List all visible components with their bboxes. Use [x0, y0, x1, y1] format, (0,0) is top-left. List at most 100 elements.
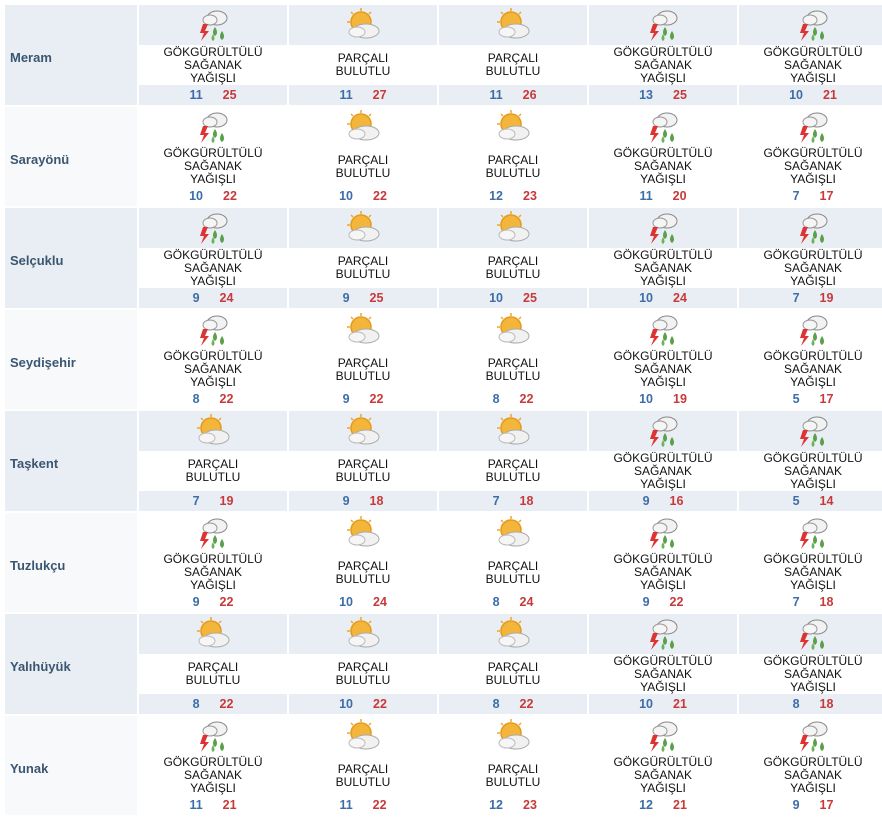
temperatures: 7 17 — [739, 186, 882, 206]
low-temp: 10 — [489, 290, 503, 305]
temperatures: 10 22 — [139, 186, 287, 206]
weather-icon — [589, 107, 737, 147]
temperatures: 10 24 — [589, 288, 737, 308]
condition-text: PARÇALI BULUTLU — [485, 152, 541, 180]
day-cell: PARÇALI BULUTLU 10 22 — [289, 614, 437, 714]
condition-text: PARÇALI BULUTLU — [335, 457, 391, 484]
weather-icon — [289, 310, 437, 350]
icon-shape — [197, 414, 229, 444]
weather-icon — [139, 513, 287, 553]
icon-shape — [800, 722, 827, 752]
temperatures: 7 18 — [439, 491, 587, 511]
day-cell: PARÇALI BULUTLU 9 25 — [289, 208, 437, 308]
weather-icon — [739, 310, 882, 350]
high-temp: 25 — [673, 87, 687, 102]
condition-text: GÖKGÜRÜLTÜLÜ SAĞANAK YAĞIŞLI — [613, 552, 713, 592]
condition: GÖKGÜRÜLTÜLÜ SAĞANAK YAĞIŞLI — [139, 756, 287, 796]
icon-shape — [200, 316, 227, 346]
condition-text: PARÇALI BULUTLU — [485, 660, 541, 687]
high-temp: 24 — [373, 595, 387, 610]
location-name: Meram — [5, 5, 137, 105]
day-cell: GÖKGÜRÜLTÜLÜ SAĞANAK YAĞIŞLI 7 17 — [739, 107, 882, 206]
location-row: Seydişehir GÖKGÜRÜLTÜLÜ SAĞANAK YAĞIŞLI 8 2… — [5, 309, 882, 412]
weather-icon — [139, 5, 287, 45]
forecast-table: Meram GÖKGÜRÜLTÜLÜ SAĞANAK YAĞIŞLI 11 25 PAR… — [5, 5, 882, 817]
temperatures: 13 25 — [589, 85, 737, 105]
condition-text: GÖKGÜRÜLTÜLÜ SAĞANAK YAĞIŞLI — [763, 450, 863, 491]
icon — [643, 718, 683, 754]
low-temp: 9 — [342, 493, 350, 508]
temperatures: 10 22 — [289, 694, 437, 714]
temperatures: 11 20 — [589, 186, 737, 206]
icon — [343, 7, 383, 43]
icon — [793, 109, 833, 145]
high-temp: 19 — [219, 493, 234, 508]
icon-shape — [200, 11, 227, 41]
low-temp: 10 — [339, 595, 353, 610]
high-temp: 24 — [219, 290, 234, 305]
temperatures: 9 22 — [289, 389, 437, 409]
condition-text: PARÇALI BULUTLU — [185, 660, 241, 687]
condition: GÖKGÜRÜLTÜLÜ SAĞANAK YAĞIŞLI — [739, 553, 882, 593]
high-temp: 22 — [519, 392, 534, 407]
condition: GÖKGÜRÜLTÜLÜ SAĞANAK YAĞIŞLI — [139, 553, 287, 593]
icon-shape — [800, 519, 827, 549]
low-temp: 8 — [792, 696, 800, 711]
day-cell: PARÇALI BULUTLU 9 22 — [289, 310, 437, 409]
temperatures: 8 18 — [739, 694, 882, 714]
condition: GÖKGÜRÜLTÜLÜ SAĞANAK YAĞIŞLI — [739, 248, 882, 288]
day-cell: GÖKGÜRÜLTÜLÜ SAĞANAK YAĞIŞLI 10 24 — [589, 208, 737, 308]
weather-icon — [589, 5, 737, 45]
icon-shape — [347, 110, 379, 140]
low-temp: 7 — [792, 189, 800, 204]
condition-text: PARÇALI BULUTLU — [335, 660, 391, 687]
high-temp: 22 — [372, 798, 387, 813]
icon — [793, 312, 833, 348]
day-cell: GÖKGÜRÜLTÜLÜ SAĞANAK YAĞIŞLI 12 21 — [589, 716, 737, 815]
day-cell: PARÇALI BULUTLU 10 24 — [289, 513, 437, 612]
high-temp: 21 — [222, 798, 237, 813]
low-temp: 8 — [492, 595, 500, 610]
weather-icon — [139, 310, 287, 350]
icon — [793, 413, 833, 449]
low-temp: 12 — [489, 798, 503, 813]
day-cell: PARÇALI BULUTLU 12 23 — [439, 107, 587, 206]
low-temp: 11 — [339, 798, 353, 813]
weather-icon — [139, 614, 287, 654]
condition: GÖKGÜRÜLTÜLÜ SAĞANAK YAĞIŞLI — [589, 45, 737, 85]
icon — [343, 210, 383, 246]
weather-icon — [289, 716, 437, 756]
icon-shape — [347, 516, 379, 546]
condition: PARÇALI BULUTLU — [139, 654, 287, 694]
weather-icon — [439, 614, 587, 654]
icon — [643, 312, 683, 348]
weather-icon — [139, 208, 287, 248]
icon — [193, 616, 233, 652]
icon-shape — [347, 313, 379, 343]
icon-shape — [200, 113, 227, 143]
condition: PARÇALI BULUTLU — [439, 451, 587, 491]
high-temp: 22 — [219, 595, 234, 610]
day-cell: GÖKGÜRÜLTÜLÜ SAĞANAK YAĞIŞLI 8 18 — [739, 614, 882, 714]
high-temp: 21 — [673, 798, 687, 813]
low-temp: 13 — [639, 87, 653, 102]
icon-shape — [800, 113, 827, 143]
location-name: Yunak — [5, 715, 137, 815]
low-temp: 5 — [792, 392, 800, 407]
weather-icon — [439, 310, 587, 350]
condition-text: GÖKGÜRÜLTÜLÜ SAĞANAK YAĞIŞLI — [163, 755, 263, 795]
icon — [193, 210, 233, 246]
high-temp: 24 — [673, 290, 687, 305]
temperatures: 10 21 — [589, 694, 737, 714]
condition: PARÇALI BULUTLU — [289, 654, 437, 694]
weather-icon — [589, 411, 737, 451]
condition: GÖKGÜRÜLTÜLÜ SAĞANAK YAĞIŞLI — [139, 45, 287, 85]
condition: PARÇALI BULUTLU — [289, 45, 437, 85]
day-cell: PARÇALI BULUTLU 8 22 — [139, 614, 287, 714]
high-temp: 17 — [819, 798, 834, 813]
condition-text: PARÇALI BULUTLU — [335, 355, 391, 383]
icon — [193, 515, 233, 551]
icon — [643, 413, 683, 449]
day-cell: GÖKGÜRÜLTÜLÜ SAĞANAK YAĞIŞLI 5 14 — [739, 411, 882, 511]
condition-text: PARÇALI BULUTLU — [335, 51, 391, 78]
